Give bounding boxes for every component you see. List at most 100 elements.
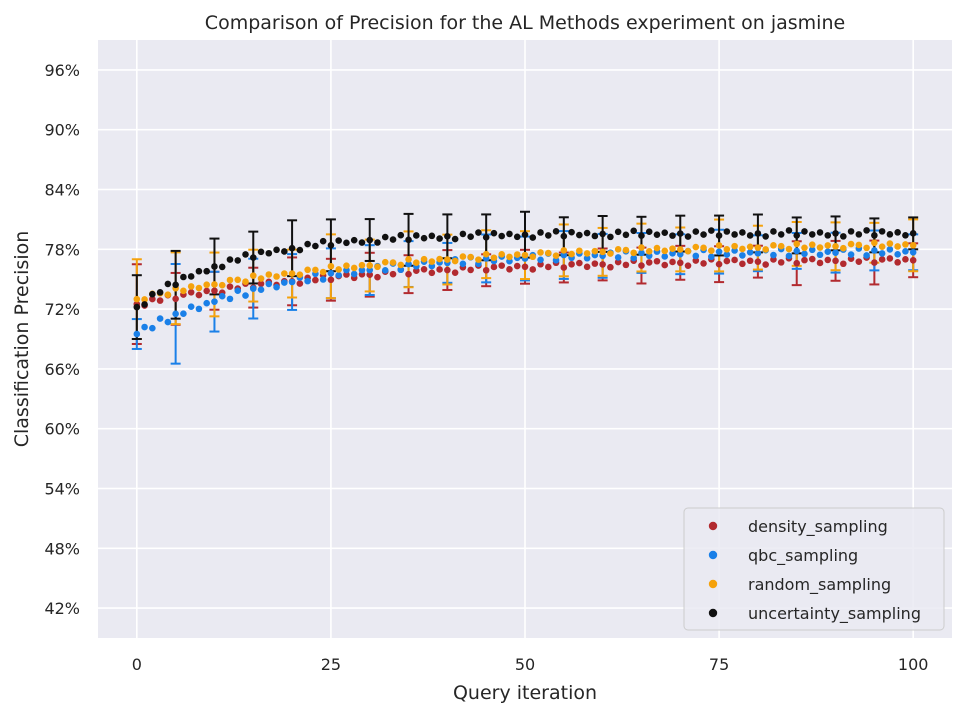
data-point [180,287,187,295]
data-point [785,227,793,234]
data-point [645,228,653,236]
data-point [871,239,878,247]
data-point [203,299,210,307]
data-point [265,271,273,278]
data-point [296,280,304,287]
data-point [886,246,894,253]
legend-marker [708,521,718,531]
data-point [754,230,762,237]
data-point [607,233,614,241]
data-point [498,251,506,258]
data-point [413,259,420,267]
data-point [902,241,909,248]
data-point [591,247,599,255]
data-point [506,253,513,261]
data-point [777,259,785,266]
data-point [366,262,374,269]
data-point [840,260,847,268]
data-point [288,278,296,286]
data-point [420,234,428,242]
data-point [700,260,707,267]
data-point [358,261,366,269]
data-point [327,270,335,277]
data-point [614,254,622,261]
data-point [218,292,226,300]
data-point [638,262,645,269]
data-point [459,253,467,260]
data-point [281,279,288,286]
data-point [133,303,141,311]
data-point [389,259,397,266]
data-point [832,257,839,265]
data-point [242,251,249,258]
data-point [366,266,374,274]
data-point [358,266,366,274]
legend-label: random_sampling [748,575,891,595]
data-point [327,276,335,284]
data-point [808,255,816,263]
data-point [878,228,886,235]
data-point [824,256,832,264]
data-point [226,295,234,303]
data-point [599,248,606,256]
data-point [661,253,669,260]
data-point [335,237,342,244]
data-point [513,251,521,258]
data-point [894,251,901,258]
y-tick-label: 78% [44,240,80,259]
data-point [288,244,296,252]
data-point [211,263,218,270]
data-point [319,237,327,245]
data-point [855,231,863,238]
data-point [156,297,164,304]
data-point [350,264,358,272]
data-point [645,248,653,255]
x-tick-label: 100 [898,655,929,674]
data-point [164,318,172,326]
data-point [343,239,350,247]
data-point [731,256,738,264]
data-point [692,252,700,260]
data-point [739,229,746,236]
data-point [847,228,855,235]
data-point [374,263,381,271]
data-point [203,267,210,275]
data-point [801,256,808,264]
data-point [521,251,529,259]
data-point [762,246,769,253]
data-point [840,244,847,252]
data-point [405,256,412,263]
data-point [909,230,917,237]
data-point [141,296,148,303]
data-point [374,273,381,281]
data-point [521,263,529,271]
data-point [909,242,917,249]
data-point [770,251,777,259]
y-tick-label: 60% [44,420,80,439]
chart-title: Comparison of Precision for the AL Metho… [205,12,845,34]
data-point [715,242,723,249]
data-point [653,231,661,238]
data-point [234,276,242,284]
data-point [211,281,218,288]
data-point [739,245,746,253]
legend-marker [708,579,718,589]
y-tick-label: 72% [44,300,80,319]
data-point [723,228,731,235]
data-point [847,240,855,248]
data-point [242,278,249,286]
data-point [622,261,630,269]
data-point [397,231,405,239]
data-point [661,247,669,255]
data-point [265,249,273,257]
data-point [560,232,568,240]
data-point [832,230,839,237]
data-point [257,286,265,294]
data-point [312,266,319,274]
data-point [164,291,172,299]
data-point [746,232,754,239]
data-point [576,247,583,255]
data-point [475,229,482,236]
data-point [467,266,474,274]
data-point [816,229,824,236]
